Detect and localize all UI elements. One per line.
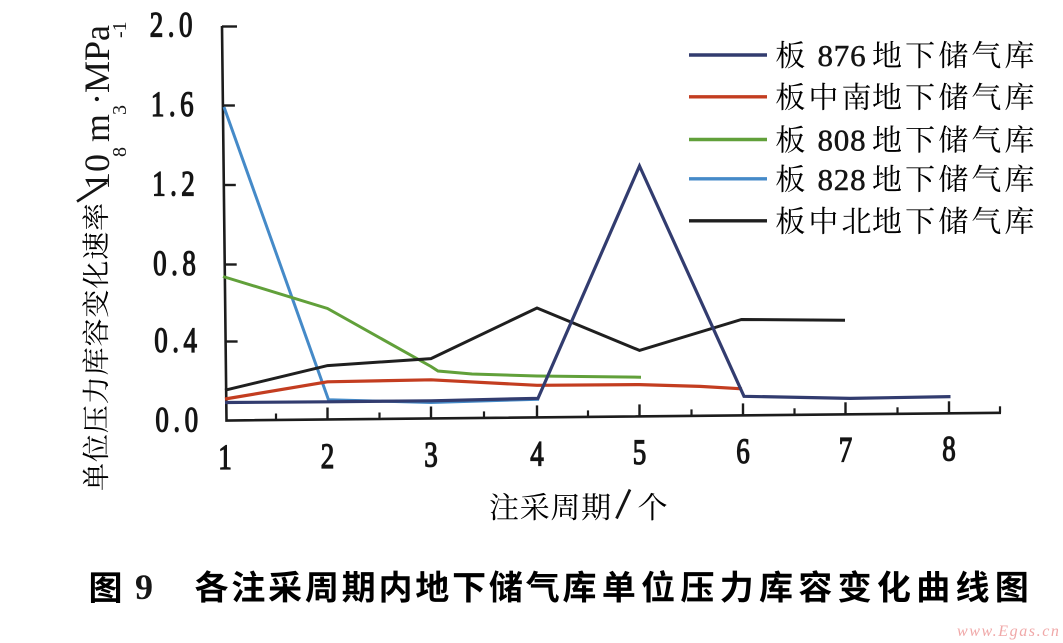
svg-text:1.2: 1.2: [152, 164, 199, 204]
svg-text:·MPa: ·MPa: [77, 25, 117, 105]
svg-text:1: 1: [218, 437, 231, 477]
svg-text:808: 808: [818, 123, 867, 158]
svg-text:876: 876: [818, 38, 867, 73]
svg-text:8: 8: [109, 147, 131, 157]
svg-text:2: 2: [321, 436, 334, 476]
svg-text:2.0: 2.0: [150, 5, 197, 45]
svg-text:9: 9: [135, 567, 153, 607]
svg-text:1.6: 1.6: [151, 84, 198, 124]
svg-text:5: 5: [633, 432, 646, 472]
svg-text:6: 6: [736, 431, 749, 471]
svg-text:3: 3: [109, 105, 131, 115]
svg-text:3: 3: [424, 435, 437, 475]
svg-text:0.8: 0.8: [153, 243, 200, 283]
svg-text:0.0: 0.0: [155, 400, 202, 440]
svg-text:0.4: 0.4: [154, 320, 201, 360]
svg-text:4: 4: [530, 434, 544, 474]
svg-text:m: m: [77, 114, 117, 142]
svg-text:10: 10: [77, 154, 117, 190]
svg-text:8: 8: [942, 429, 955, 469]
svg-text:7: 7: [839, 430, 852, 470]
svg-text:828: 828: [818, 162, 867, 197]
svg-text:-1: -1: [109, 21, 131, 38]
svg-text:www.Egas.cn: www.Egas.cn: [957, 623, 1061, 640]
